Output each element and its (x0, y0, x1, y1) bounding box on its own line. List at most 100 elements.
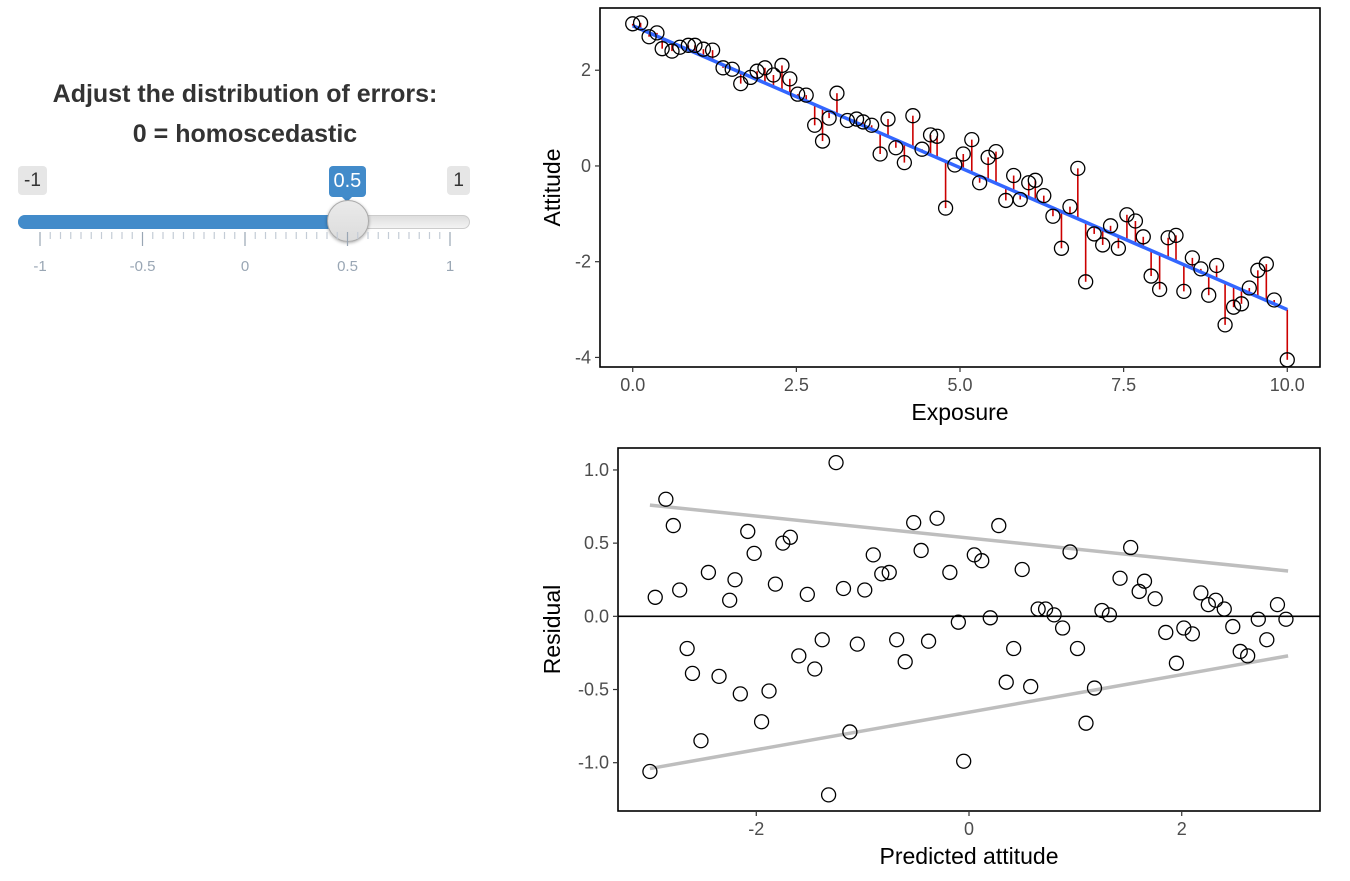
data-point (974, 553, 990, 569)
plot-panel (618, 448, 1320, 811)
x-tick-label: 10.0 (1270, 375, 1305, 395)
data-point (727, 572, 743, 588)
residual-plot: -2 0 2 -1.0 -0.5 0.0 0.5 1.0 Predicted attitude R… (539, 447, 1321, 869)
data-point (774, 57, 790, 74)
data-point (857, 582, 873, 598)
data-point (1240, 648, 1256, 664)
data-point (1225, 299, 1242, 315)
data-point (1258, 256, 1274, 272)
data-point (982, 610, 998, 626)
data-point (820, 787, 837, 803)
y-tick-label: 2 (581, 60, 591, 80)
data-point (790, 86, 806, 102)
data-point (849, 636, 865, 652)
data-point (906, 514, 922, 531)
data-point (799, 586, 815, 603)
data-point (964, 131, 980, 148)
data-point (829, 85, 845, 101)
data-point (782, 529, 798, 545)
data-point (1208, 592, 1224, 608)
slider-value-bubble: 0.5 (328, 166, 367, 202)
data-point (1136, 573, 1153, 589)
data-point (889, 632, 905, 648)
x-tick-label: 7.5 (1111, 375, 1136, 395)
y-axis-label: Residual (539, 585, 565, 675)
data-point (761, 683, 777, 699)
y-tick-label: 0.5 (584, 533, 609, 553)
data-point (1110, 240, 1127, 256)
data-point (956, 753, 972, 769)
data-point (680, 37, 697, 53)
data-point (1012, 191, 1028, 208)
data-point (684, 665, 701, 682)
lower-envelope-line (649, 654, 1289, 771)
x-tick-label: 0 (964, 819, 974, 839)
data-point (835, 580, 852, 597)
data-point (740, 523, 756, 540)
data-point (929, 510, 945, 526)
data-point (711, 668, 727, 684)
data-point (1168, 227, 1184, 244)
data-point (1151, 281, 1168, 298)
data-point (1095, 237, 1111, 253)
data-point (1217, 317, 1233, 333)
data-point (1147, 591, 1163, 607)
data-point (947, 157, 963, 173)
data-point (642, 763, 658, 780)
data-point (632, 15, 649, 31)
data-point (1184, 626, 1201, 642)
data-point (874, 566, 890, 582)
data-point (1014, 561, 1030, 578)
data-point (1193, 585, 1209, 601)
data-point (1102, 218, 1119, 234)
data-point (839, 112, 856, 129)
x-axis-label: Exposure (911, 399, 1008, 425)
data-point (807, 661, 823, 677)
data-point (767, 576, 784, 592)
data-point (881, 564, 897, 581)
data-point (722, 592, 738, 608)
data-point (897, 654, 913, 670)
data-point (1193, 261, 1209, 277)
slider-tick-label: 0.5 (337, 258, 358, 275)
y-axis-label: Attitude (539, 149, 565, 227)
slider-tick-label: 0 (240, 258, 250, 275)
slider-grid (39, 232, 451, 246)
y-tick-label: 0.0 (584, 606, 609, 626)
data-point (988, 143, 1004, 160)
data-point (872, 146, 888, 162)
data-point (920, 633, 937, 649)
data-point (1127, 213, 1144, 229)
data-point (715, 60, 731, 76)
data-point (753, 714, 770, 730)
data-point (1160, 230, 1176, 246)
data-point (1168, 655, 1185, 671)
data-point (971, 175, 988, 191)
data-point (672, 582, 688, 598)
data-point (896, 154, 913, 171)
data-point (863, 117, 880, 133)
data-point (1086, 680, 1103, 696)
data-point (913, 542, 929, 559)
data-point (1053, 240, 1070, 256)
error-distribution-slider[interactable]: -1 1 0.5 -1 -0.5 0 0.5 1 (18, 166, 472, 276)
data-point (1241, 280, 1257, 296)
data-point (1069, 640, 1086, 657)
slider-min-label: -1 (18, 166, 47, 195)
data-point (905, 108, 921, 124)
data-point (1225, 618, 1241, 635)
data-point (791, 648, 807, 664)
data-point (888, 140, 904, 156)
x-tick-label: 0.0 (620, 375, 645, 395)
data-point (654, 41, 670, 57)
data-point (1158, 624, 1174, 641)
data-point (1021, 175, 1037, 191)
data-point (1112, 570, 1128, 586)
data-point (814, 632, 830, 648)
data-point (865, 547, 881, 563)
y-tick-label: -2 (575, 252, 591, 272)
slider-tick-label: -1 (33, 258, 47, 275)
control-title-line2: 0 = homoscedastic (132, 120, 358, 148)
exposure-attitude-plot: 0.0 2.5 5.0 7.5 10.0 -4 -2 0 2 Exposure Attitude (539, 7, 1321, 425)
data-point (1135, 229, 1151, 245)
